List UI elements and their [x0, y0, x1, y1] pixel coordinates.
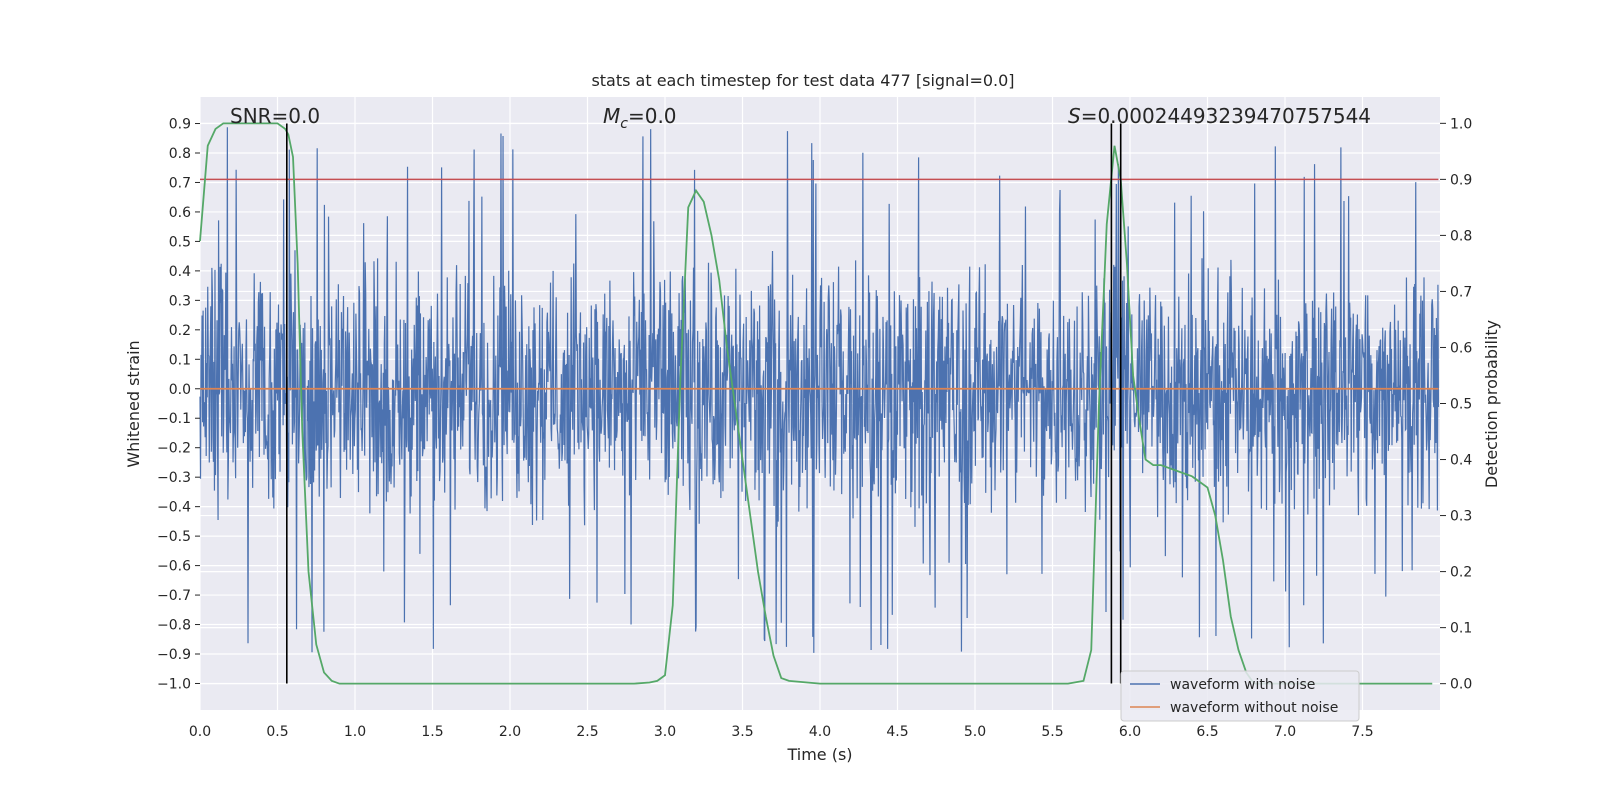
- y-tick-label: 0.4: [169, 264, 191, 280]
- x-tick-label: 5.0: [964, 724, 986, 740]
- x-tick-label: 5.5: [1041, 724, 1063, 740]
- y-tick-label: 0.5: [169, 234, 191, 250]
- y-axis-label: Whitened strain: [124, 340, 143, 467]
- score-annotation: S=0.00024493239470757544: [1068, 104, 1371, 128]
- y-tick-label: −0.4: [157, 500, 191, 516]
- x-tick-label: 7.5: [1351, 724, 1373, 740]
- y-tick-label: −1.0: [157, 676, 191, 692]
- x-tick-label: 2.5: [576, 724, 598, 740]
- mc-subscript: c: [620, 116, 628, 132]
- y-tick-label: −0.3: [157, 470, 191, 486]
- y-tick-label: −0.2: [157, 441, 191, 457]
- snr-annotation: SNR=0.0: [230, 104, 320, 128]
- y2-axis-label: Detection probability: [1482, 320, 1501, 488]
- y2-tick-label: 0.3: [1450, 509, 1472, 525]
- y2-tick-label: 0.5: [1450, 397, 1472, 413]
- x-tick-label: 3.0: [654, 724, 676, 740]
- y2-tick-label: 0.7: [1450, 284, 1472, 300]
- legend-entry-waveform-without-noise: waveform without noise: [1170, 700, 1338, 716]
- y-tick-label: 0.0: [169, 382, 191, 398]
- y-tick-label: −0.6: [157, 559, 191, 575]
- y2-tick-label: 0.6: [1450, 340, 1472, 356]
- x-tick-label: 7.0: [1274, 724, 1296, 740]
- series-waveform-with-noise: [199, 127, 1440, 653]
- detection-probability-line: [199, 122, 1433, 685]
- mc-symbol: M: [603, 104, 620, 128]
- waveform-with-noise-line: [199, 127, 1440, 653]
- tick-labels: 0.0 0.5 1.0 1.5 2.0 2.5 3.0 3.5 4.0 4.5 5.0 5.5 6.0 6…: [157, 116, 1472, 740]
- s-symbol: S: [1068, 104, 1081, 128]
- x-tick-label: 6.5: [1196, 724, 1218, 740]
- legend-box: [1120, 670, 1360, 722]
- y2-tick-label: 0.8: [1450, 228, 1472, 244]
- x-tick-label: 3.5: [731, 724, 753, 740]
- x-tick-label: 1.0: [344, 724, 366, 740]
- y2-tick-label: 1.0: [1450, 116, 1472, 132]
- x-tick-label: 4.5: [886, 724, 908, 740]
- x-tick-label: 1.5: [421, 724, 443, 740]
- x-tick-label: 2.0: [499, 724, 521, 740]
- y-tick-label: 0.6: [169, 205, 191, 221]
- y-tick-label: 0.7: [169, 175, 191, 191]
- y-tick-label: 0.8: [169, 146, 191, 162]
- y2-tick-label: 0.4: [1450, 453, 1472, 469]
- series-lines: [199, 122, 1439, 685]
- x-axis-label: Time (s): [786, 745, 852, 764]
- y2-tick-label: 0.9: [1450, 172, 1472, 188]
- y-tick-label: −0.8: [157, 618, 191, 634]
- x-tick-label: 4.0: [809, 724, 831, 740]
- y-tick-label: 0.2: [169, 323, 191, 339]
- y-tick-label: 0.1: [169, 352, 191, 368]
- x-tick-label: 0.0: [189, 724, 211, 740]
- y2-tick-label: 0.2: [1450, 565, 1472, 581]
- legend: waveform with noise waveform without noi…: [1120, 670, 1360, 722]
- y-tick-label: −0.5: [157, 529, 191, 545]
- x-tick-label: 6.0: [1119, 724, 1141, 740]
- y-tick-label: −0.7: [157, 588, 191, 604]
- y-tick-label: 0.3: [169, 293, 191, 309]
- chart-title: stats at each timestep for test data 477…: [591, 71, 1014, 90]
- y2-tick-label: 0.1: [1450, 621, 1472, 637]
- y-tick-label: −0.1: [157, 411, 191, 427]
- chirp-mass-annotation: Mc=0.0: [603, 104, 677, 132]
- y-tick-label: −0.9: [157, 647, 191, 663]
- mc-value: =0.0: [628, 104, 677, 128]
- y2-tick-label: 0.0: [1450, 677, 1472, 693]
- y-tick-label: 0.9: [169, 117, 191, 133]
- legend-entry-waveform-with-noise: waveform with noise: [1170, 677, 1315, 693]
- x-tick-label: 0.5: [266, 724, 288, 740]
- s-value: =0.00024493239470757544: [1081, 104, 1371, 128]
